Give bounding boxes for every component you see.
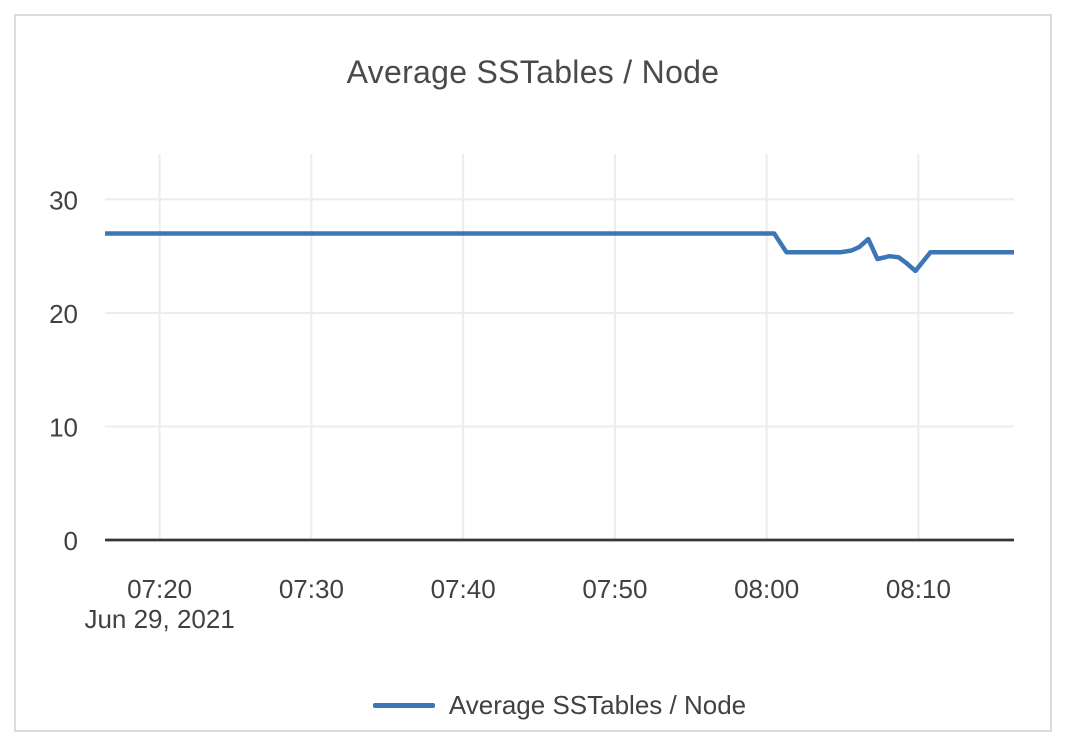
x-tick-label: 07:20	[127, 574, 192, 604]
x-axis-date-label: Jun 29, 2021	[84, 604, 234, 634]
x-tick-label: 07:50	[582, 574, 647, 604]
chart-title: Average SSTables / Node	[346, 54, 720, 90]
x-tick-label: 08:10	[886, 574, 951, 604]
y-tick-label: 10	[49, 412, 78, 442]
y-tick-label: 0	[64, 526, 78, 556]
legend-item-average-sstables[interactable]: Average SSTables / Node	[372, 690, 747, 721]
x-tick-label: 07:40	[431, 574, 496, 604]
x-tick-label: 08:00	[734, 574, 799, 604]
legend-line-swatch	[372, 703, 435, 708]
series-line	[105, 231, 1014, 274]
x-tick-label: 07:30	[279, 574, 344, 604]
y-tick-label: 20	[49, 299, 78, 329]
chart-legend: Average SSTables / Node	[105, 690, 1014, 721]
y-tick-label: 30	[49, 185, 78, 215]
legend-label: Average SSTables / Node	[448, 690, 747, 720]
chart-card	[14, 14, 1052, 732]
